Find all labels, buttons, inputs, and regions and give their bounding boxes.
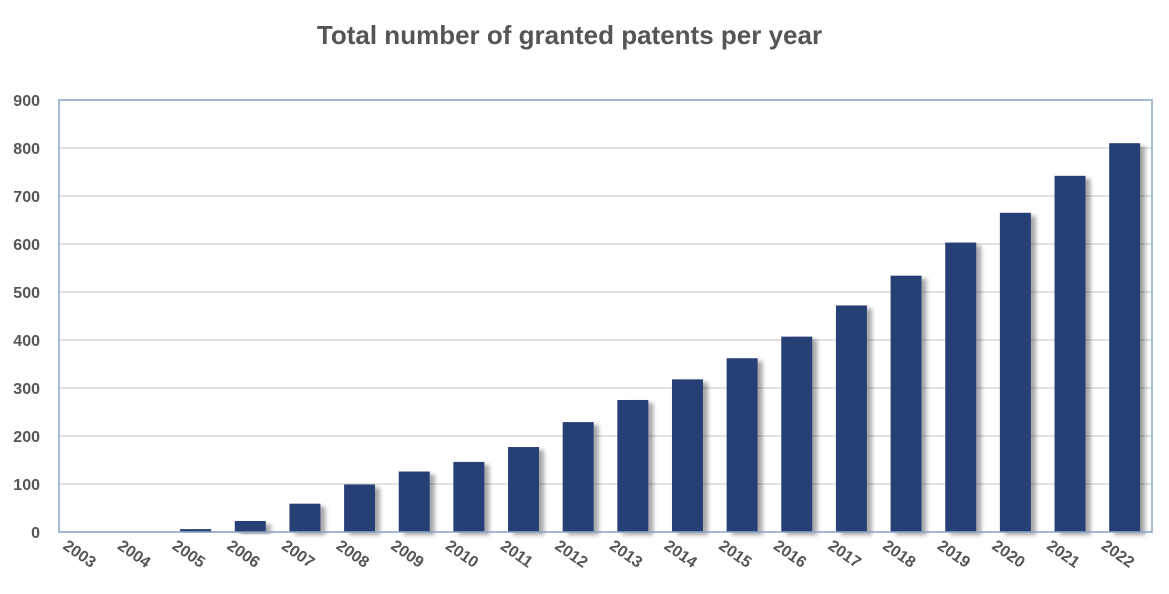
bar-2021 bbox=[1054, 175, 1086, 532]
bar-2005 bbox=[180, 529, 212, 532]
x-tick-label-2008: 2008 bbox=[333, 537, 372, 571]
x-tick-label-2007: 2007 bbox=[278, 537, 317, 571]
y-tick-label: 100 bbox=[13, 477, 40, 494]
y-tick-label: 700 bbox=[13, 189, 40, 206]
x-tick-label-2017: 2017 bbox=[825, 537, 864, 571]
gridlines bbox=[59, 99, 1152, 533]
x-tick-label-2014: 2014 bbox=[661, 537, 700, 571]
y-tick-label: 800 bbox=[13, 141, 40, 158]
bar-2020 bbox=[999, 212, 1031, 533]
x-tick-label-2003: 2003 bbox=[60, 537, 99, 571]
bars bbox=[180, 143, 1141, 533]
bar-2007 bbox=[289, 503, 321, 532]
bar-2008 bbox=[344, 484, 376, 532]
x-tick-label-2011: 2011 bbox=[497, 538, 535, 572]
y-tick-label: 0 bbox=[31, 525, 40, 542]
bar-2018 bbox=[890, 275, 922, 532]
y-tick-label: 400 bbox=[13, 333, 40, 350]
bar-2012 bbox=[562, 422, 594, 532]
y-tick-label: 900 bbox=[13, 93, 40, 110]
y-axis-ticks: 0 100 200 300 400 500 600 700 800 900 bbox=[13, 93, 40, 542]
x-tick-label-2006: 2006 bbox=[224, 537, 263, 571]
bar-2013 bbox=[617, 400, 649, 532]
x-tick-label-2005: 2005 bbox=[169, 537, 208, 571]
bar-2009 bbox=[398, 471, 430, 532]
bar-2017 bbox=[835, 305, 867, 532]
x-tick-label-2020: 2020 bbox=[989, 537, 1028, 571]
y-tick-label: 500 bbox=[13, 285, 40, 302]
x-tick-label-2021: 2021 bbox=[1043, 537, 1082, 571]
bar-2016 bbox=[781, 336, 813, 532]
x-axis-ticks: 2003 2004 2005 2006 2007 2008 2009 2010 2011 2012… bbox=[60, 537, 1137, 571]
bar-2010 bbox=[453, 461, 485, 532]
x-tick-label-2019: 2019 bbox=[934, 537, 973, 571]
x-tick-label-2018: 2018 bbox=[879, 537, 918, 571]
bar-2011 bbox=[508, 447, 540, 532]
x-tick-label-2016: 2016 bbox=[770, 537, 809, 571]
bar-2015 bbox=[726, 358, 758, 532]
x-tick-label-2010: 2010 bbox=[442, 537, 481, 571]
plot-area-border bbox=[58, 99, 1153, 533]
x-tick-label-2013: 2013 bbox=[606, 537, 645, 571]
x-tick-label-2004: 2004 bbox=[114, 537, 153, 571]
x-tick-label-2015: 2015 bbox=[716, 537, 755, 571]
x-tick-label-2009: 2009 bbox=[388, 537, 427, 571]
x-tick-label-2012: 2012 bbox=[552, 537, 591, 571]
y-tick-label: 300 bbox=[13, 381, 40, 398]
bar-2022 bbox=[1109, 143, 1141, 532]
chart-title: Total number of granted patents per year bbox=[316, 20, 823, 50]
bar-2019 bbox=[945, 242, 977, 532]
y-tick-label: 200 bbox=[13, 429, 40, 446]
bar-2014 bbox=[671, 379, 703, 532]
y-tick-label: 600 bbox=[13, 237, 40, 254]
bar-2006 bbox=[234, 520, 266, 532]
x-tick-label-2022: 2022 bbox=[1098, 537, 1137, 571]
